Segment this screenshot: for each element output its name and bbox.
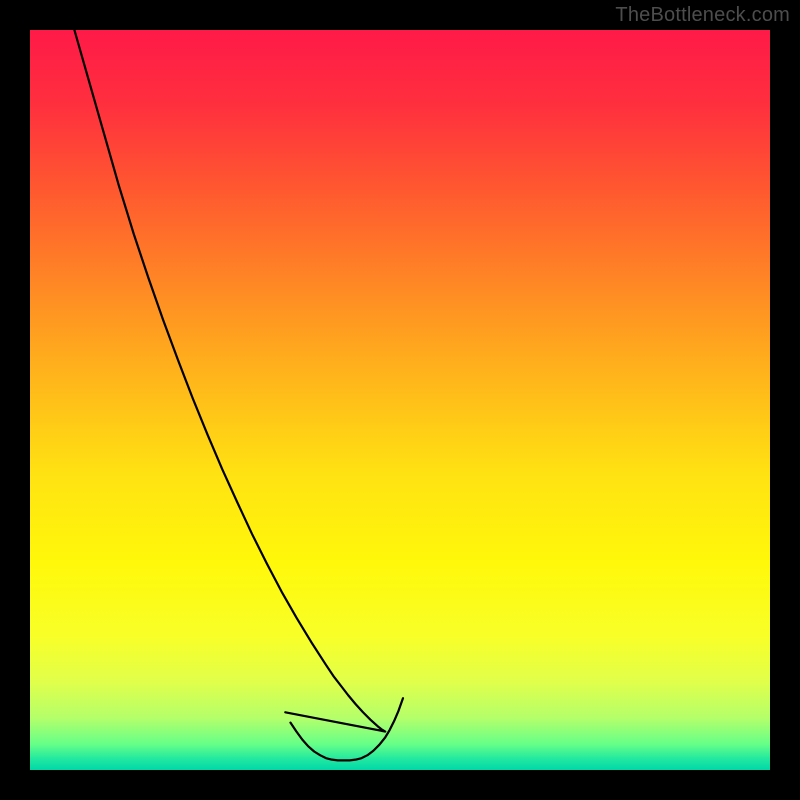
plot-area xyxy=(30,30,770,770)
watermark-text: TheBottleneck.com xyxy=(615,4,790,27)
chart-container: TheBottleneck.com xyxy=(0,0,800,800)
gradient-background xyxy=(30,30,770,770)
plot-svg xyxy=(30,30,770,770)
